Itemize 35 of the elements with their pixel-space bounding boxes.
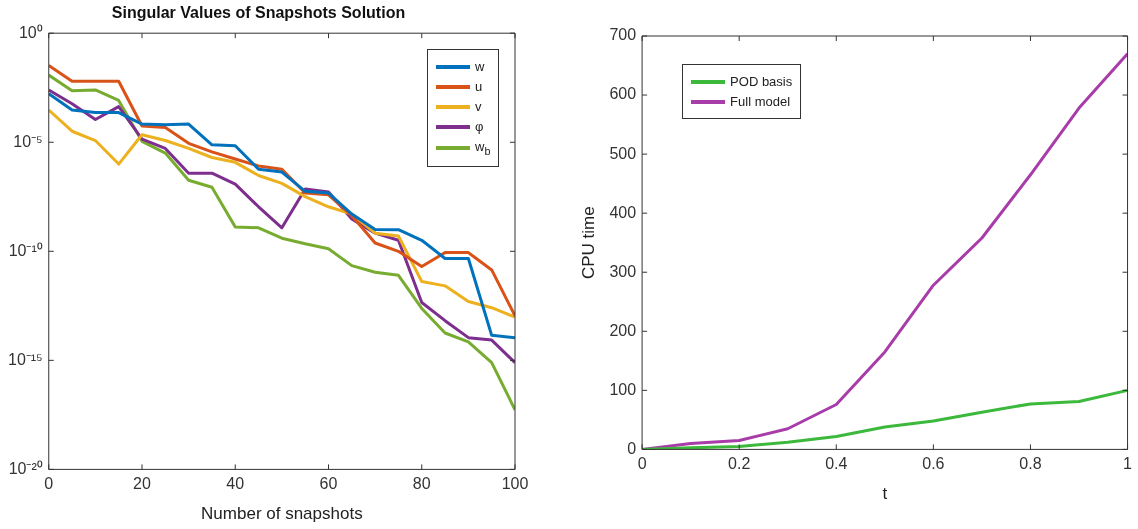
x-tick-label: 0 [44, 475, 54, 493]
y-tick-label: 500 [609, 144, 637, 162]
x-tick-label: 0.4 [825, 455, 848, 473]
x-tick-label: 1 [1123, 455, 1133, 473]
y-tick-label: 200 [609, 321, 637, 339]
x-axis-title: t [882, 484, 888, 504]
chart-title: Singular Values of Snapshots Solution [111, 4, 406, 22]
y-tick-label: 10⁻⁵ [13, 132, 43, 150]
legend-label: w$_{b}$ [475, 139, 491, 157]
y-tick-label: 10⁻¹⁵ [7, 350, 43, 368]
y-tick-label: 700 [609, 26, 637, 44]
y-tick-label: 0 [627, 439, 637, 457]
y-tick-label: 400 [609, 203, 637, 221]
y-tick-label: 10⁻²⁰ [8, 459, 43, 477]
x-tick-label: 20 [133, 475, 152, 493]
y-tick-label: 10⁻¹⁰ [8, 241, 43, 259]
y-tick-label: 600 [609, 85, 637, 103]
y-tick-label: 10⁰ [18, 23, 43, 41]
x-tick-label: 40 [226, 475, 245, 493]
y-axis-title: CPU time [578, 206, 598, 280]
legend-label: POD basis [730, 74, 793, 89]
y-tick-label: 100 [609, 380, 637, 398]
legend-label: u [475, 79, 483, 95]
x-axis-title: Number of snapshots [201, 504, 363, 524]
x-tick-label: 0.8 [1019, 455, 1042, 473]
x-tick-label: 0.2 [728, 455, 751, 473]
x-tick-label: 0.6 [922, 455, 945, 473]
y-tick-label: 300 [609, 262, 637, 280]
legend-label: v [475, 99, 482, 115]
legend-label: w [475, 59, 485, 75]
legend-label: Full model [730, 94, 791, 109]
x-tick-label: 60 [319, 475, 338, 493]
x-tick-label: 80 [412, 475, 431, 493]
x-tick-label: 100 [501, 475, 529, 493]
legend-label: φ [475, 119, 484, 135]
